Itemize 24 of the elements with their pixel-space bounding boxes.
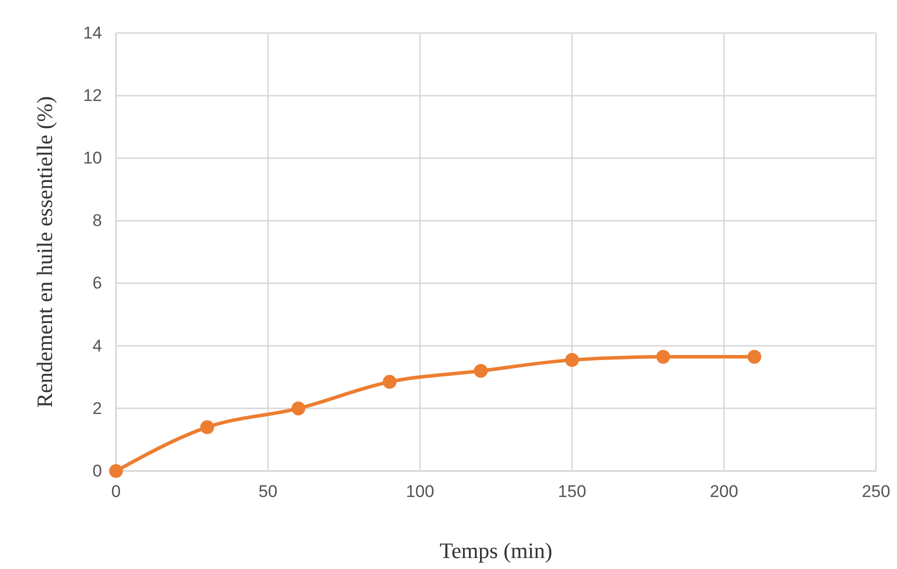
x-tick-label: 250 (862, 482, 890, 502)
y-tick-label: 2 (92, 398, 102, 418)
point (291, 402, 306, 416)
y-tick-label: 10 (83, 148, 102, 168)
point (382, 374, 397, 389)
point (200, 420, 214, 434)
y-tick-label: 0 (92, 461, 102, 480)
point (474, 364, 488, 378)
point (747, 350, 762, 364)
y-tick-label: 12 (83, 86, 102, 106)
y-tick-label: 4 (92, 336, 102, 356)
x-axis-title: Temps (min) (440, 538, 552, 563)
y-tick-label: 14 (83, 23, 102, 42)
x-tick-label: 100 (406, 482, 434, 502)
point (565, 353, 579, 367)
y-tick-label: 6 (92, 274, 102, 293)
point (656, 350, 670, 364)
y-tick-label: 8 (92, 211, 102, 230)
y-axis-title: Rendement en huile essentielle (%) (32, 96, 57, 408)
x-tick-label: 50 (258, 482, 278, 502)
point (109, 464, 123, 478)
x-tick-label: 200 (710, 482, 738, 502)
x-tick-label: 150 (558, 482, 586, 502)
x-tick-label: 0 (111, 482, 121, 502)
